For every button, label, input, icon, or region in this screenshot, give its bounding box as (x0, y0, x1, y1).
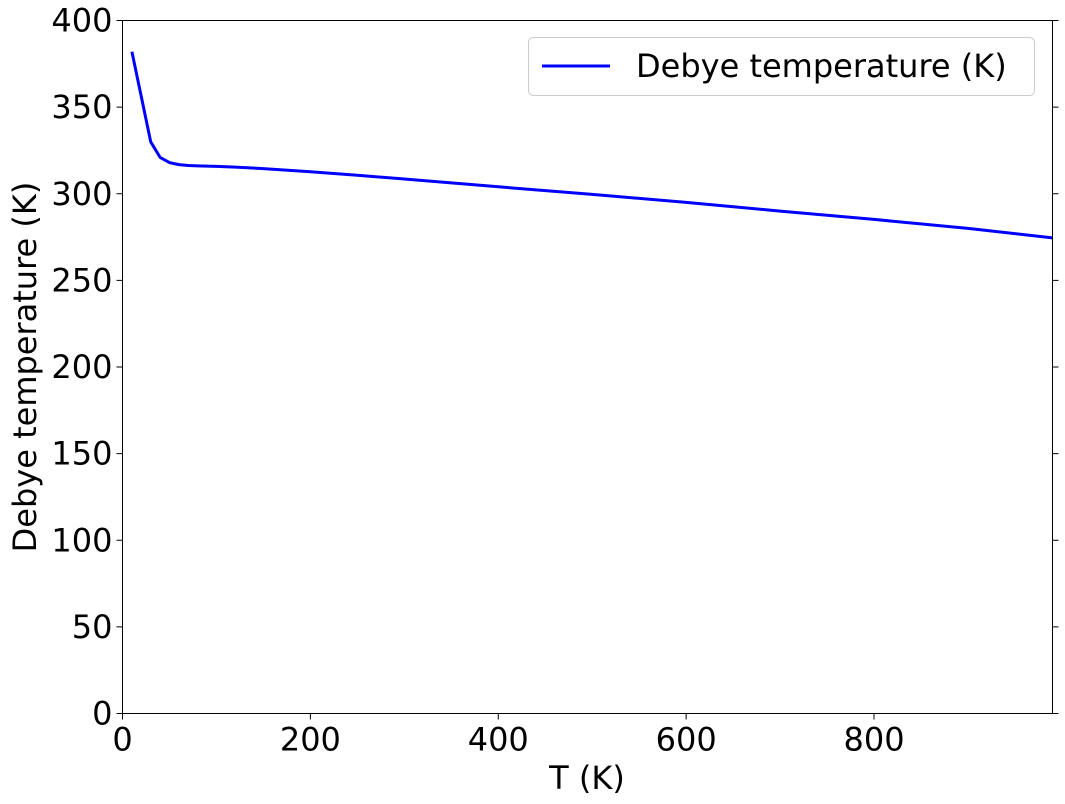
series-layer (130, 51, 1053, 240)
y-tick-label: 250 (51, 261, 112, 299)
y-tick-label: 200 (51, 348, 112, 386)
y-axis-label: Debye temperature (K) (6, 182, 44, 553)
legend-box (528, 37, 1035, 96)
x-axis: 0 200 400 600 800 (112, 713, 905, 759)
y-tick-label: 300 (51, 175, 112, 213)
y-tick-label: 350 (51, 88, 112, 126)
x-tick-label: 800 (843, 721, 904, 759)
x-axis-label: T (K) (548, 759, 625, 797)
legend-label: Debye temperature (K) (636, 47, 1007, 85)
y-tick-label: 50 (72, 608, 113, 646)
legend[interactable]: Debye temperature (K) (528, 37, 1035, 96)
y-tick-label: 150 (51, 435, 112, 473)
x-tick-label: 200 (280, 721, 341, 759)
x-tick-label: 400 (468, 721, 529, 759)
y-tick-label: 0 (92, 695, 112, 733)
y-axis-right (1052, 20, 1059, 714)
x-tick-label: 0 (112, 721, 132, 759)
x-tick-label: 600 (656, 721, 717, 759)
series-line (130, 51, 1053, 240)
plot-frame (122, 20, 1053, 714)
y-tick-label: 400 (51, 2, 112, 40)
y-axis-left: 0 50 100 150 200 250 300 350 400 (51, 2, 123, 733)
y-tick-label: 100 (51, 521, 112, 559)
